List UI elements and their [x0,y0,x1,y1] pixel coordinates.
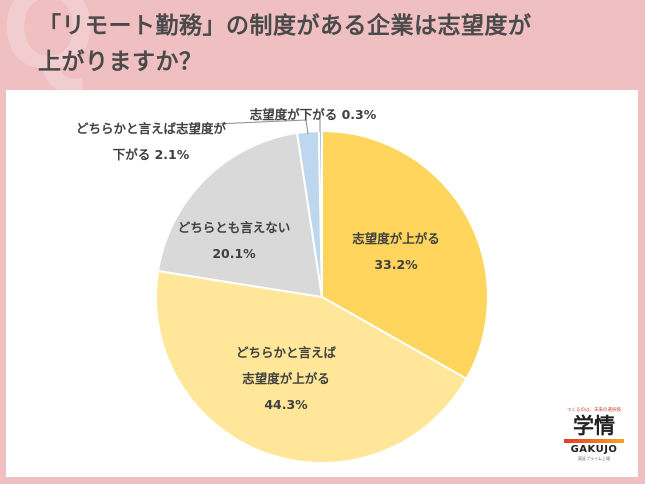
pie-chart [155,112,489,464]
label-neutral: どちらとも言えない 20.1% [177,220,291,261]
pie-slice [321,129,489,381]
q-watermark-icon: Q [2,0,96,94]
label-rather-down: どちらかと言えば志望度が 下がる 2.1% [75,121,226,162]
gakujo-logo: つくるのは、未来の選択肢 学情 GAKUJO 東証プライム上場 [562,408,626,462]
label-up: 志望度が上がる 33.2% [352,231,440,272]
label-rather-up: どちらかと言えば 志望度が上がる 44.3% [235,345,336,412]
pie-slice [155,269,468,464]
chart-panel: 志望度が上がる 33.2% どちらかと言えば 志望度が上がる 44.3% どちら… [6,90,638,477]
title-line-2: 上がりますか？ [38,49,203,75]
page-title: 「リモート勤務」の制度がある企業は志望度が 上がりますか？ [38,8,598,80]
title-line-1: 「リモート勤務」の制度がある企業は志望度が [38,13,532,39]
leader-line [214,119,309,135]
logo-bar [564,439,624,443]
pie-slice [156,131,324,299]
label-down: 志望度が下がる 0.3% [249,107,377,122]
